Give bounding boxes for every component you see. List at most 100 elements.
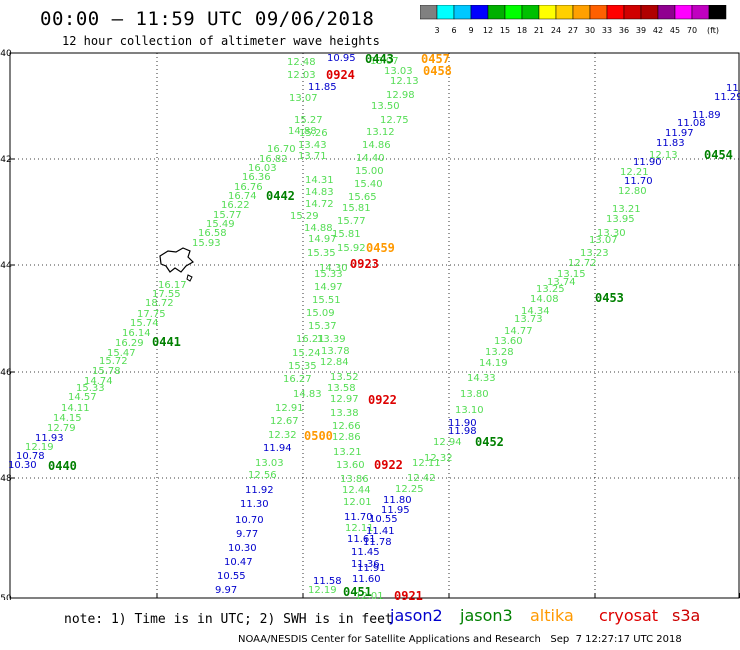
wave-height-value: 11.60 (352, 574, 381, 585)
wave-height-value: 18.72 (145, 298, 174, 309)
colorbar-label: 33 (602, 26, 612, 35)
wave-height-value: 11.58 (313, 576, 342, 587)
wave-height-value: 15.33 (76, 383, 105, 394)
colorbar-label: 42 (653, 26, 663, 35)
wave-height-value: 14.08 (530, 294, 559, 305)
lat-tick-label: -42 (0, 155, 12, 165)
wave-height-value: 14.88 (304, 223, 333, 234)
wave-height-value: 12.80 (618, 186, 647, 197)
wave-height-value: 13.38 (330, 408, 359, 419)
wave-height-value: 12.32 (424, 453, 453, 464)
altimeter-map: -180-177-174-171-168-16-40-42-44-46-48-5… (0, 49, 740, 600)
wave-height-value: 11.45 (351, 547, 380, 558)
wave-height-value: 11.95 (381, 505, 410, 516)
wave-height-value: 12.13 (390, 76, 419, 87)
wave-height-value: 12.91 (275, 403, 304, 414)
wave-height-value: 15.81 (342, 203, 371, 214)
wave-height-value: 14.40 (356, 153, 385, 164)
colorbar-label: 70 (687, 26, 697, 35)
wave-height-value: 16.17 (158, 280, 187, 291)
wave-height-value: 12.11 (345, 523, 374, 534)
lat-tick-label: -40 (0, 49, 12, 59)
map-frame (9, 52, 740, 599)
wave-height-value: 14.11 (61, 403, 90, 414)
wave-height-value: 16.14 (122, 328, 151, 339)
wave-height-value: 11.92 (245, 485, 274, 496)
wave-height-value: 14.34 (521, 306, 550, 317)
wave-height-value: 15.29 (290, 211, 319, 222)
lat-tick-label: -46 (0, 368, 12, 378)
wave-height-value: 13.03 (384, 66, 413, 77)
wave-height-value: 11.94 (263, 443, 292, 454)
wave-height-value: 11.08 (677, 118, 706, 129)
wave-height-value: 11.97 (665, 128, 694, 139)
wave-height-colorbar: 3 6 9 12 15 18 21 24 27 30 33 36 39 42 45 70 (ft) (420, 5, 727, 35)
wave-height-value: 9.97 (215, 585, 237, 596)
colorbar-label: (ft) (707, 26, 719, 35)
wave-height-value: 15.49 (206, 219, 235, 230)
wave-height-value: 13.10 (455, 405, 484, 416)
wave-height-value: 16.58 (198, 228, 227, 239)
wave-height-value: 15.24 (292, 348, 321, 359)
legend-cryosat: cryosat (599, 606, 659, 625)
colorbar-label: 9 (468, 26, 473, 35)
wave-height-value: 12.79 (47, 423, 76, 434)
pass-time-label: 0442 (266, 189, 295, 203)
wave-height-value: 15.37 (308, 321, 337, 332)
wave-height-value: 15.00 (355, 166, 384, 177)
legend-altika: altika (530, 606, 574, 625)
wave-height-value: 16.27 (283, 374, 312, 385)
wave-height-value: 11.89 (692, 110, 721, 121)
wave-height-value: 16.76 (234, 182, 263, 193)
wave-height-value: 14.74 (84, 376, 113, 387)
island-outline (186, 274, 193, 282)
wave-height-value: 15.35 (288, 361, 317, 372)
pass-time-label: 0453 (595, 291, 624, 305)
pass-time-label: 0458 (423, 64, 452, 78)
wave-height-value: 13.03 (255, 458, 284, 469)
wave-height-value: 16.70 (267, 144, 296, 155)
wave-height-value: 10.55 (369, 514, 398, 525)
wave-height-value: 12.13 (649, 150, 678, 161)
wave-height-value: 12.75 (380, 115, 409, 126)
wave-height-value: 12.44 (342, 485, 371, 496)
wave-height-value: 13.07 (370, 56, 399, 67)
wave-height-value: 12.67 (270, 416, 299, 427)
wave-height-value: 12.84 (320, 357, 349, 368)
colorbar-label: 21 (534, 26, 544, 35)
pass-time-label: 0443 (365, 52, 394, 66)
wave-height-value: 12.25 (395, 484, 424, 495)
wave-height-value: 11.36 (351, 559, 380, 570)
wave-height-value: 15.26 (299, 128, 328, 139)
island-outline (159, 247, 194, 273)
legend-s3a: s3a (672, 606, 701, 625)
wave-height-value: 13.07 (589, 235, 618, 246)
wave-height-value: 14.86 (362, 140, 391, 151)
wave-height-value: 11.70 (624, 176, 653, 187)
wave-height-value: 14.57 (68, 392, 97, 403)
wave-height-value: 13.28 (485, 347, 514, 358)
wave-height-value: 15.33 (314, 269, 343, 280)
page-subtitle: 12 hour collection of altimeter wave hei… (62, 34, 380, 48)
pass-time-label: 0454 (704, 148, 733, 162)
wave-height-value: 11.83 (656, 138, 685, 149)
pass-time-label: 0923 (350, 257, 379, 271)
wave-height-value: 15.93 (192, 238, 221, 249)
wave-height-value: 10.30 (8, 460, 37, 471)
colorbar-label: 12 (483, 26, 493, 35)
legend-jason2: jason2 (390, 606, 443, 625)
wave-height-value: 14.88 (288, 126, 317, 137)
wave-height-value: 11.80 (383, 495, 412, 506)
wave-height-value: 15.35 (307, 248, 336, 259)
wave-height-value: 17.75 (137, 309, 166, 320)
wave-height-value: 11.90 (633, 157, 662, 168)
pass-time-label: 0500 (304, 429, 333, 443)
wave-height-value: 13.21 (333, 447, 362, 458)
wave-height-value: 11.90 (448, 418, 477, 429)
wave-height-value: 14.77 (504, 326, 533, 337)
wave-height-value: 11.29 (714, 92, 740, 103)
wave-height-value: 15.51 (312, 295, 341, 306)
wave-height-value: 11.70 (344, 512, 373, 523)
colorbar-label: 30 (585, 26, 595, 35)
wave-height-value: 12.19 (308, 585, 337, 596)
